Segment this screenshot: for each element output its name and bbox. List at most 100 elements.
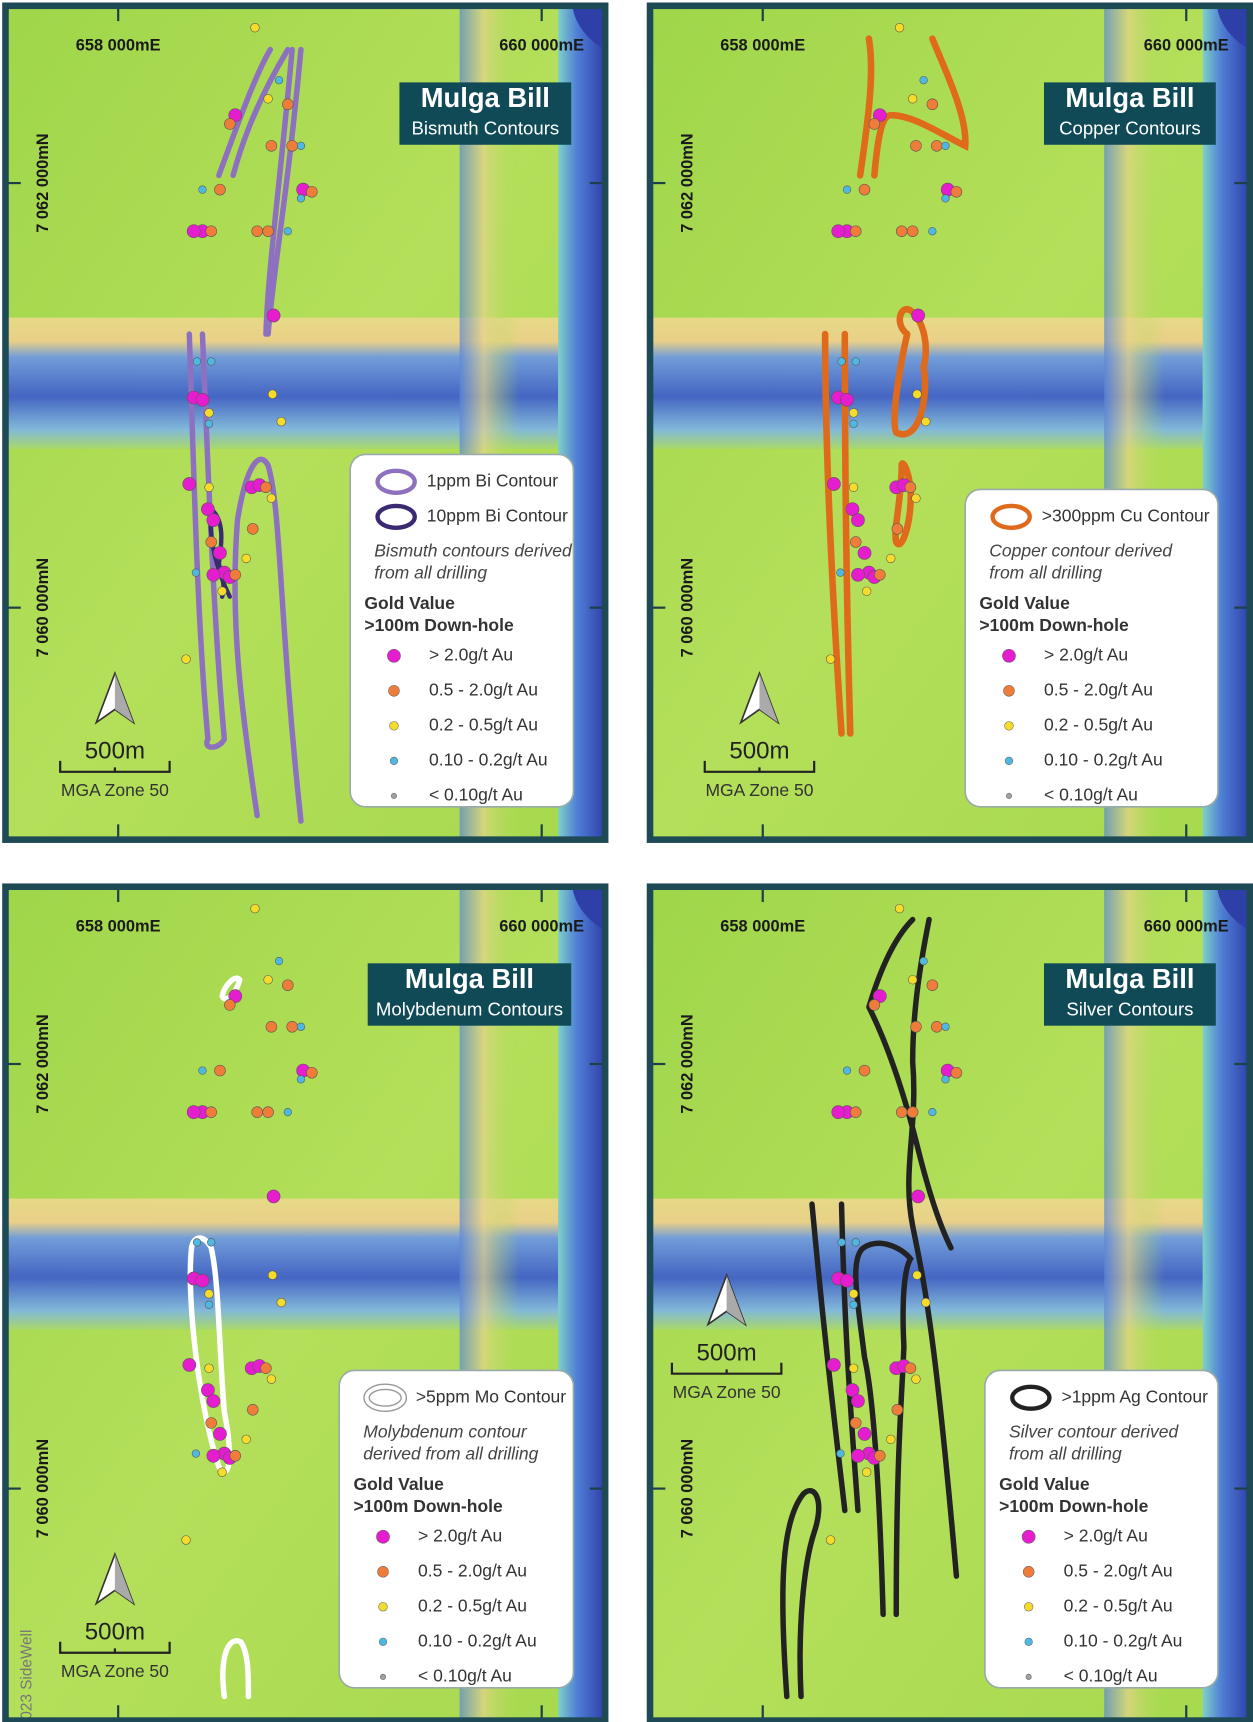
contour-line	[186, 46, 304, 824]
drill-hole	[849, 419, 858, 428]
legend-label: 0.10 - 0.2g/t Au	[429, 749, 548, 769]
legend-note: from all drilling	[374, 562, 487, 582]
drill-hole	[911, 1189, 925, 1204]
drill-hole	[941, 1022, 950, 1031]
easting-label: 660 000mE	[1144, 918, 1229, 936]
drill-hole	[850, 536, 862, 548]
easting-label: 658 000mE	[720, 37, 805, 55]
scale-zone: MGA Zone 50	[61, 1661, 169, 1681]
drill-hole	[241, 553, 251, 564]
drill-hole	[263, 94, 273, 104]
drill-hole	[831, 1105, 846, 1119]
drill-hole	[921, 416, 931, 427]
drill-hole	[911, 308, 925, 323]
map-subtitle: Molybdenum Contours	[376, 998, 563, 1019]
map-panel: 658 000mE 660 000mE 7 062 000mN 7 060 000mN…	[2, 2, 609, 843]
legend-label: 0.2 - 0.5g/t Au	[1044, 714, 1153, 734]
legend-box	[964, 488, 1219, 808]
drill-hole	[201, 502, 215, 517]
drill-hole	[207, 1238, 216, 1247]
drill-hole	[849, 1300, 858, 1309]
drill-hole	[872, 108, 887, 123]
panel-frame	[2, 883, 609, 1722]
drill-hole	[868, 999, 881, 1011]
drill-hole	[276, 416, 286, 427]
drill-hole	[850, 225, 862, 237]
scale-zone: MGA Zone 50	[61, 780, 169, 800]
drill-hole	[265, 1021, 278, 1033]
drill-hole	[894, 23, 905, 33]
legend-label: 0.2 - 0.5g/t Au	[418, 1595, 527, 1615]
drill-hole	[224, 999, 236, 1011]
drill-hole	[928, 227, 937, 236]
drill-hole	[851, 1238, 860, 1247]
drill-hole	[229, 1450, 242, 1462]
drill-hole	[296, 141, 306, 150]
credit: 023 SideWell	[18, 1630, 35, 1720]
drill-hole	[840, 392, 854, 407]
drill-hole	[182, 477, 197, 491]
drill-hole	[224, 118, 236, 130]
drill-hole	[910, 140, 922, 152]
legend-heading: Gold Value	[353, 1474, 444, 1494]
drill-hole	[842, 1066, 852, 1075]
legend-dot	[376, 1529, 390, 1544]
drill-hole	[205, 1417, 217, 1429]
map-subtitle: Copper Contours	[1059, 117, 1201, 138]
legend-heading: >100m Down-hole	[353, 1496, 503, 1516]
legend-heading: Gold Value	[979, 593, 1070, 613]
drill-hole	[276, 1297, 286, 1308]
drill-hole	[217, 586, 227, 596]
northing-label: 7 060 000mN	[34, 558, 52, 657]
drill-hole	[217, 1467, 227, 1477]
drill-hole	[941, 194, 950, 203]
drill-hole	[228, 989, 243, 1003]
north-arrow	[114, 673, 134, 723]
drill-hole	[186, 224, 201, 239]
drill-hole	[282, 979, 294, 991]
map-panel: 658 000mE 660 000mE 7 062 000mN 7 060 000mN…	[2, 883, 609, 1722]
drill-hole	[186, 1105, 201, 1119]
scale-label: 500m	[85, 737, 145, 764]
legend-swatch	[990, 503, 1032, 530]
drill-hole	[825, 1535, 836, 1545]
terrain-corner	[1216, 886, 1250, 931]
drill-hole	[851, 1394, 865, 1408]
drill-hole	[842, 185, 852, 194]
scale-label: 500m	[729, 737, 789, 764]
legend-box	[984, 1369, 1219, 1689]
drill-hole	[195, 1273, 210, 1288]
drill-hole	[950, 186, 963, 198]
drill-hole	[857, 546, 872, 560]
legend-label: > 2.0g/t Au	[418, 1525, 502, 1545]
drill-hole	[850, 1417, 862, 1429]
drill-hole	[837, 1238, 846, 1247]
drill-hole	[911, 1374, 921, 1384]
legend-dot	[1005, 792, 1012, 799]
drill-hole	[886, 553, 896, 564]
drill-hole	[251, 225, 263, 237]
legend-label: > 2.0g/t Au	[1064, 1525, 1148, 1545]
drill-hole	[904, 1362, 917, 1374]
drill-hole	[862, 1467, 872, 1477]
drill-hole	[262, 225, 274, 237]
drill-hole	[827, 477, 841, 491]
legend-label: < 0.10g/t Au	[1044, 785, 1138, 805]
legend-box	[349, 453, 575, 808]
drill-hole	[848, 408, 859, 418]
legend-label: 0.2 - 0.5g/t Au	[1064, 1595, 1173, 1615]
drill-hole	[845, 1383, 860, 1397]
drill-hole	[941, 1075, 950, 1084]
drill-hole	[891, 523, 904, 535]
drill-hole	[205, 225, 217, 237]
drill-hole	[204, 482, 214, 492]
drill-hole	[912, 1270, 922, 1280]
drill-hole	[836, 1449, 845, 1458]
drill-hole	[941, 141, 950, 150]
drill-hole	[214, 1064, 226, 1077]
drill-hole	[229, 569, 242, 581]
northing-label: 7 060 000mN	[679, 558, 697, 657]
legend-label: 0.10 - 0.2g/t Au	[1044, 749, 1163, 769]
drill-hole	[181, 654, 191, 664]
drill-hole	[192, 357, 202, 366]
